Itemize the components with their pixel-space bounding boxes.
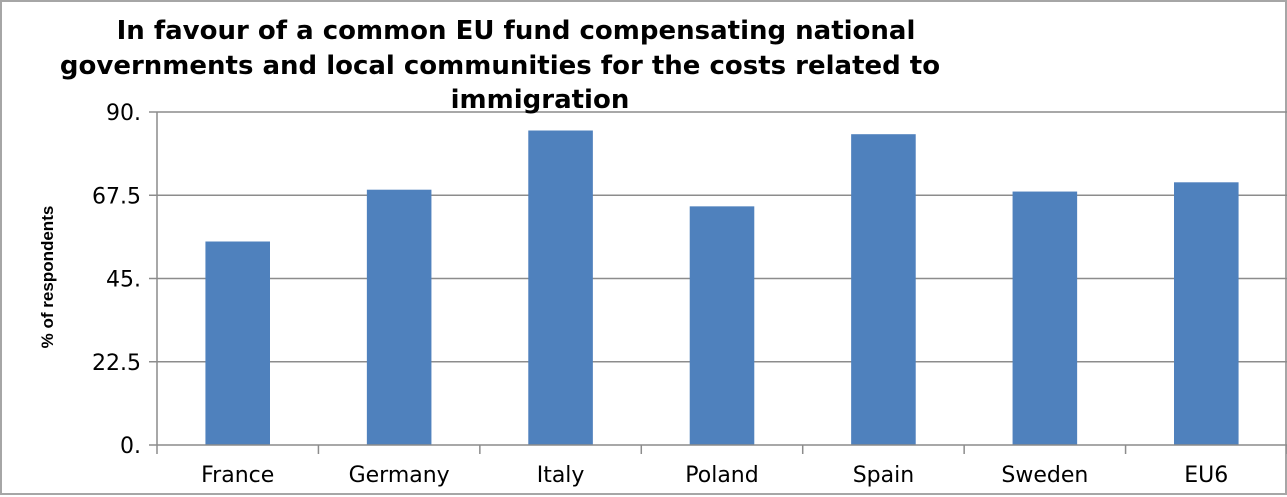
axes <box>149 111 1287 454</box>
chart-title-line-3: immigration <box>451 85 630 115</box>
chart-title-line-2: governments and local communities for th… <box>60 51 940 81</box>
y-tick-label: 0. <box>120 434 141 459</box>
x-tick-label-eu6: EU6 <box>1184 463 1228 488</box>
bar-sweden <box>1012 191 1078 445</box>
x-tick-label-sweden: Sweden <box>1001 463 1088 488</box>
bar-eu6 <box>1174 182 1239 446</box>
bars <box>205 130 1239 446</box>
x-tick-label-italy: Italy <box>537 463 585 488</box>
y-tick-label: 67.5 <box>92 184 141 209</box>
y-axis-title: % of respondents <box>38 206 57 349</box>
bar-spain <box>851 134 916 445</box>
y-tick-label: 90. <box>106 101 141 126</box>
x-tick-label-france: France <box>201 463 274 488</box>
bar-poland <box>689 206 755 445</box>
bar-germany <box>366 189 432 445</box>
x-tick-label-germany: Germany <box>349 463 450 488</box>
x-tick-label-poland: Poland <box>685 463 758 488</box>
bar-italy <box>528 130 593 445</box>
x-tick-label-spain: Spain <box>853 463 914 488</box>
y-tick-label: 22.5 <box>92 351 141 376</box>
y-tick-label: 45. <box>106 268 141 293</box>
x-tick-labels: France Germany Italy Poland Spain Sweden EU6 <box>201 463 1228 488</box>
bar-france <box>205 241 270 445</box>
chart-title-line-1: In favour of a common EU fund compensati… <box>117 16 916 46</box>
y-tick-labels: 0. 22.5 45. 67.5 90. <box>92 101 141 459</box>
